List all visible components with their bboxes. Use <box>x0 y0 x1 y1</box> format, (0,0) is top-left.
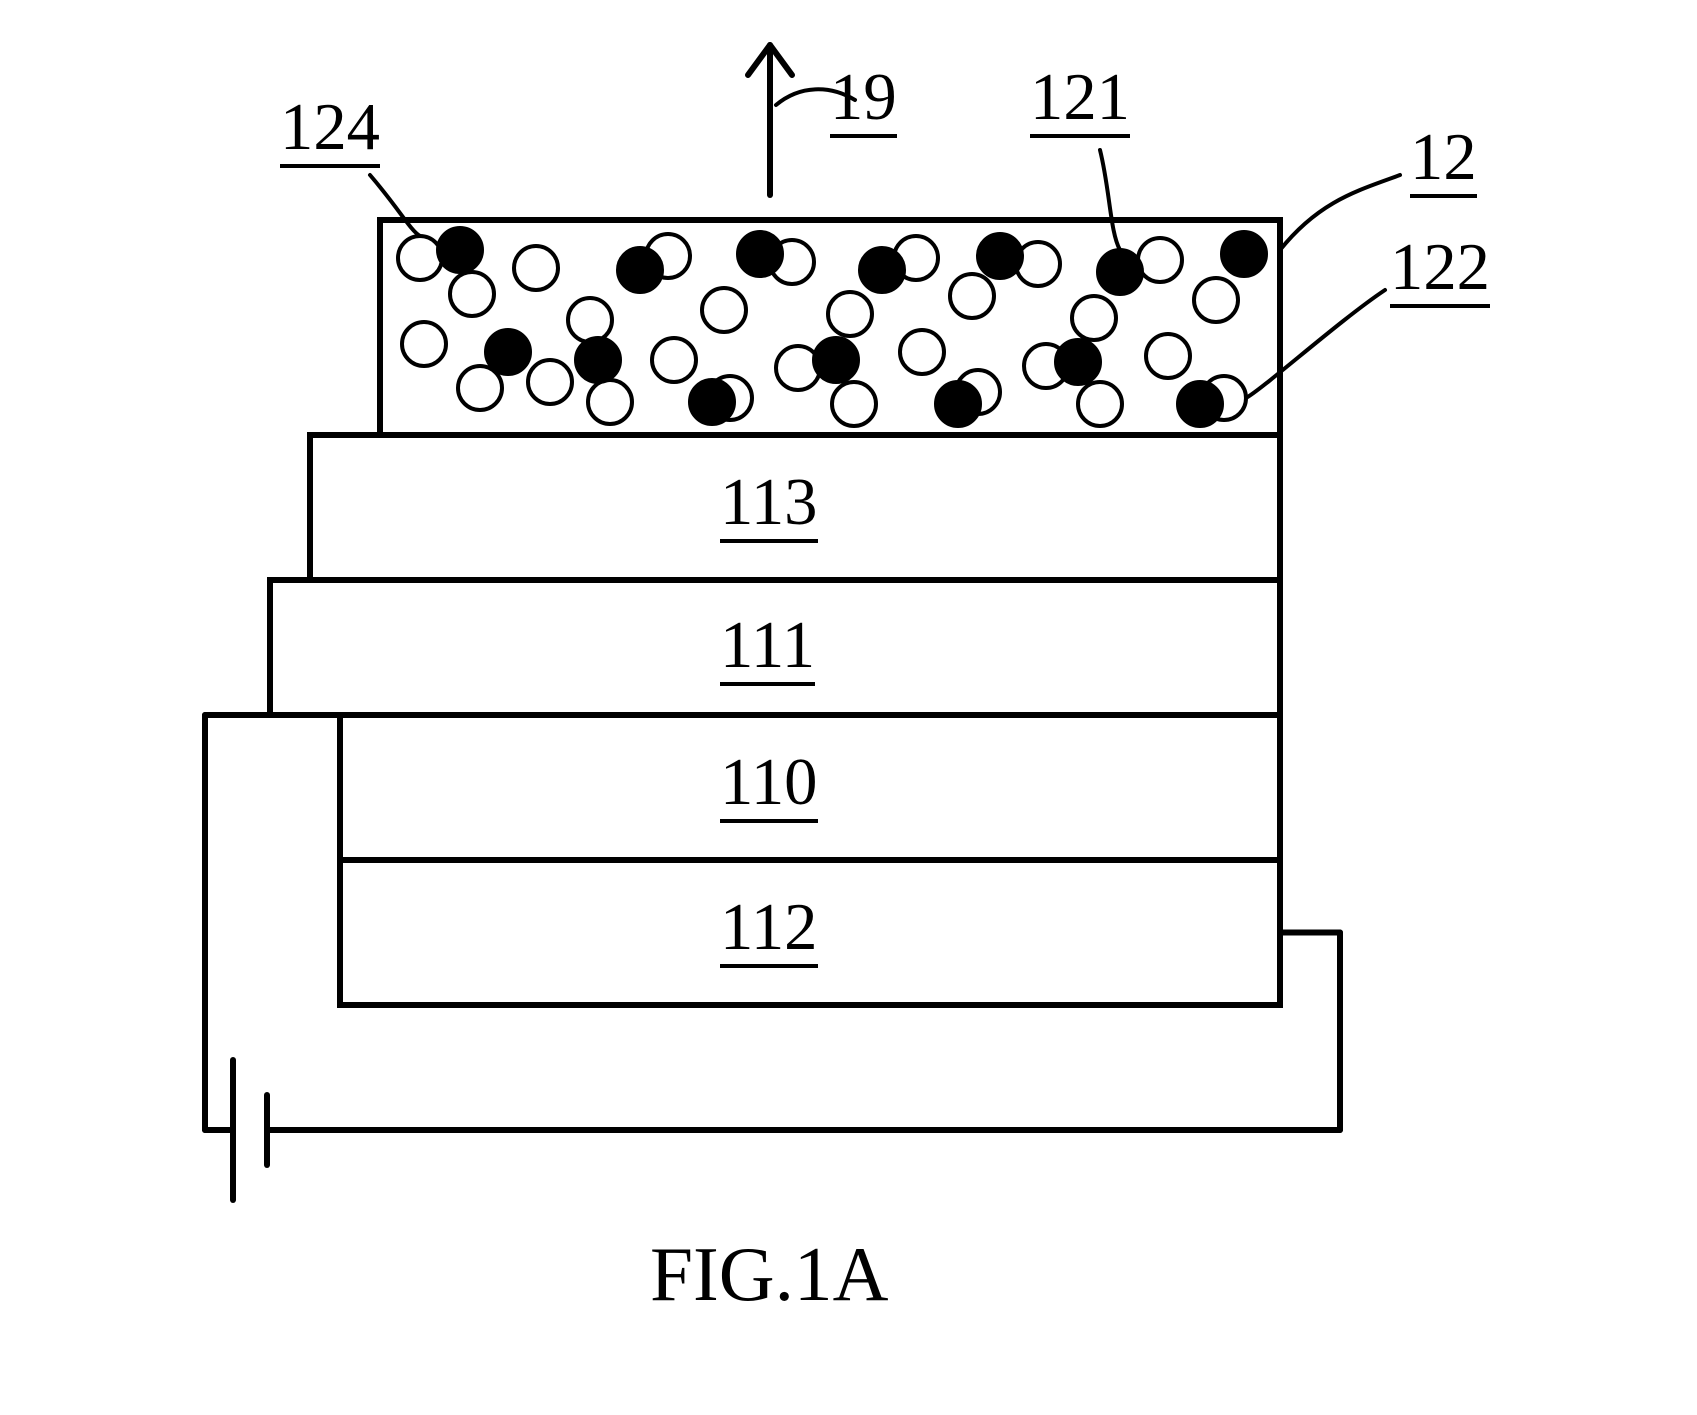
label-110-text: 110 <box>720 750 818 823</box>
label-19-text: 19 <box>830 65 897 138</box>
particle-solid-2 <box>618 248 662 292</box>
label-111: 111 <box>720 608 815 686</box>
leader-12 <box>1280 175 1400 250</box>
label-113: 113 <box>720 465 818 543</box>
particle-solid-10 <box>1098 250 1142 294</box>
particle-open-6 <box>528 360 572 404</box>
figure-caption-text: FIG.1A <box>650 1231 888 1317</box>
particle-solid-4 <box>738 232 782 276</box>
particle-solid-8 <box>978 234 1022 278</box>
particle-solid-1 <box>486 330 530 374</box>
label-12: 12 <box>1410 120 1477 198</box>
particle-open-24 <box>1138 238 1182 282</box>
particle-solid-13 <box>1178 382 1222 426</box>
particle-open-26 <box>1146 334 1190 378</box>
particle-open-13 <box>828 292 872 336</box>
label-124-text: 124 <box>280 95 380 168</box>
particle-open-25 <box>1194 278 1238 322</box>
particle-open-2 <box>402 322 446 366</box>
figure-caption: FIG.1A <box>650 1230 888 1319</box>
particle-open-1 <box>450 272 494 316</box>
label-122-text: 122 <box>1390 235 1490 308</box>
particle-solid-7 <box>814 338 858 382</box>
particle-solid-0 <box>438 228 482 272</box>
label-19: 19 <box>830 60 897 138</box>
particle-solid-9 <box>936 382 980 426</box>
label-12-text: 12 <box>1410 125 1477 198</box>
particle-open-17 <box>950 274 994 318</box>
label-112: 112 <box>720 890 818 968</box>
particle-open-3 <box>458 366 502 410</box>
label-113-text: 113 <box>720 470 818 543</box>
particle-open-5 <box>568 298 612 342</box>
label-121: 121 <box>1030 60 1130 138</box>
particle-open-21 <box>1072 296 1116 340</box>
particle-open-4 <box>514 246 558 290</box>
label-112-text: 112 <box>720 895 818 968</box>
label-122: 122 <box>1390 230 1490 308</box>
particle-solid-6 <box>860 248 904 292</box>
label-124: 124 <box>280 90 380 168</box>
particle-open-9 <box>702 288 746 332</box>
particle-open-7 <box>588 380 632 424</box>
particle-open-18 <box>900 330 944 374</box>
particle-solid-5 <box>690 380 734 424</box>
figure-svg <box>0 0 1697 1415</box>
particle-open-10 <box>652 338 696 382</box>
label-110: 110 <box>720 745 818 823</box>
label-111-text: 111 <box>720 613 815 686</box>
particle-open-15 <box>832 382 876 426</box>
particle-solid-3 <box>576 338 620 382</box>
particle-solid-12 <box>1222 232 1266 276</box>
particle-open-0 <box>398 236 442 280</box>
particle-open-23 <box>1078 382 1122 426</box>
label-121-text: 121 <box>1030 65 1130 138</box>
particle-solid-11 <box>1056 340 1100 384</box>
